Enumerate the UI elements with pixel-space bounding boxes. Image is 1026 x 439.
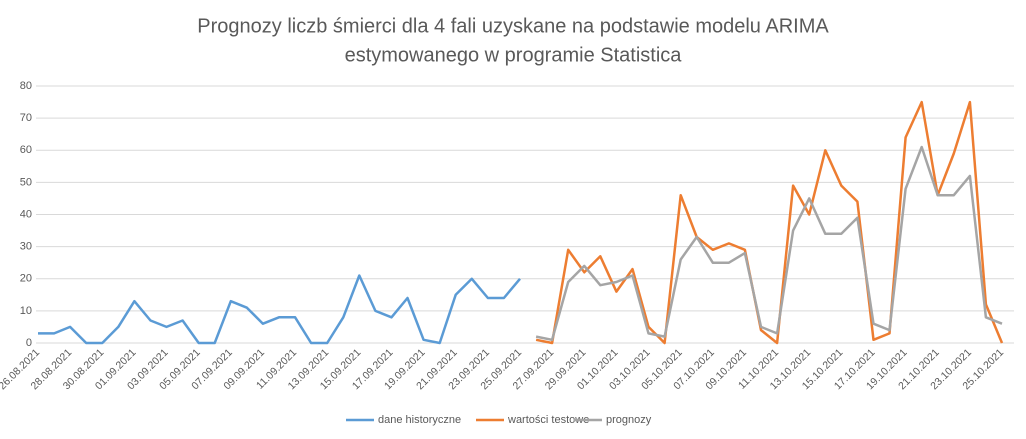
y-tick-label: 60 — [20, 144, 32, 156]
y-tick-label: 30 — [20, 241, 32, 253]
series-line — [535, 145, 1003, 342]
y-tick-label: 10 — [20, 305, 32, 317]
y-tick-label: 0 — [26, 337, 32, 349]
chart-title: Prognozy liczb śmierci dla 4 fali uzyska… — [197, 15, 829, 37]
chart-title: estymowanego w programie Statistica — [345, 44, 683, 66]
legend-label: dane historyczne — [378, 414, 461, 426]
y-tick-label: 50 — [20, 176, 32, 188]
y-tick-label: 80 — [20, 80, 32, 92]
series-line — [535, 100, 1004, 345]
y-tick-label: 40 — [20, 208, 32, 220]
legend-label: wartości testowe — [507, 414, 589, 426]
y-tick-label: 20 — [20, 273, 32, 285]
y-tick-label: 70 — [20, 112, 32, 124]
legend-label: prognozy — [606, 414, 652, 426]
series-line — [38, 274, 521, 345]
